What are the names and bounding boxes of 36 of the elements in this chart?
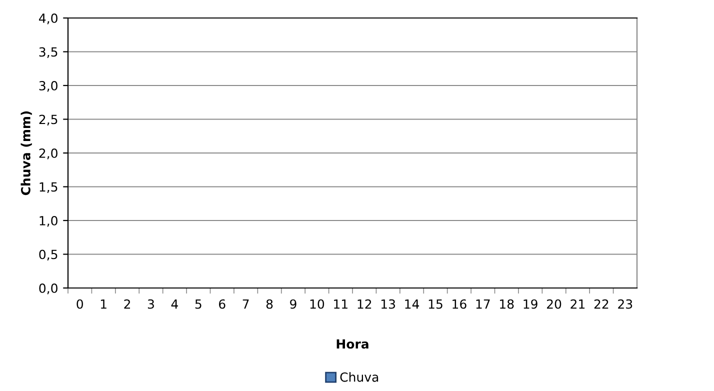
x-tick-label: 23 [618, 299, 632, 309]
x-tick-label: 8 [266, 299, 273, 309]
x-tick-label: 9 [290, 299, 296, 309]
legend-label: Chuva [340, 372, 378, 382]
x-tick-label: 18 [500, 299, 514, 309]
x-tick-label: 2 [124, 299, 130, 309]
x-tick-label: 0 [76, 299, 83, 309]
x-tick-label: 4 [171, 299, 178, 309]
x-tick-label: 21 [570, 299, 585, 309]
x-tick-label: 11 [334, 299, 348, 309]
y-axis-title: Chuva (mm) [20, 111, 32, 196]
x-tick-label: 16 [452, 299, 466, 309]
x-tick-label: 3 [148, 299, 154, 309]
x-tick-label: 20 [546, 299, 562, 309]
x-axis-title: Hora [336, 339, 368, 349]
x-tick-label: 22 [594, 299, 608, 309]
y-tick-label: 2,0 [39, 148, 58, 160]
y-tick-label: 1,0 [40, 216, 58, 227]
y-tick-label: 1,5 [40, 182, 58, 193]
x-tick-label: 12 [358, 299, 372, 309]
y-tick-label: 0,5 [39, 250, 58, 260]
y-tick-label: 4,0 [39, 13, 58, 24]
x-tick-label: 15 [428, 299, 442, 309]
y-tick-label: 0,0 [39, 283, 58, 294]
x-tick-label: 14 [405, 299, 420, 309]
x-tick-label: 13 [381, 299, 396, 309]
y-tick-label: 2,5 [39, 114, 58, 126]
x-tick-label: 19 [524, 299, 538, 309]
x-tick-label: 17 [476, 299, 490, 309]
x-tick-label: 5 [195, 299, 202, 309]
x-tick-label: 10 [310, 299, 324, 309]
x-tick-label: 7 [242, 299, 249, 309]
x-tick-label: 6 [219, 299, 226, 309]
x-tick-label: 1 [100, 299, 106, 309]
y-tick-label: 3,5 [39, 47, 58, 58]
y-tick-label: 3,0 [39, 80, 58, 92]
